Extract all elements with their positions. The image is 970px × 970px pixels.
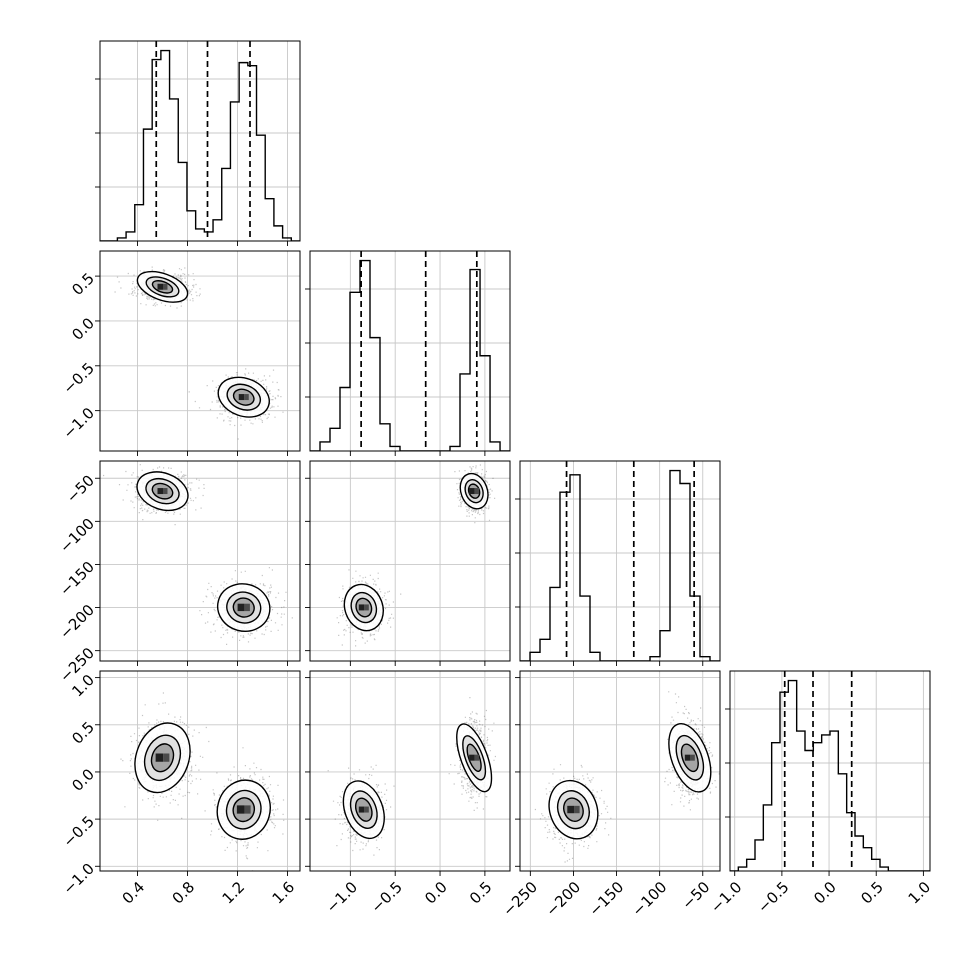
density-peak <box>163 488 168 495</box>
histogram-step-1 <box>310 259 510 451</box>
y-tick-label: −0.5 <box>60 359 98 397</box>
x-tick-label: 0.0 <box>810 878 840 908</box>
x-tick-label: 0.0 <box>421 878 451 908</box>
density-peak <box>474 488 480 495</box>
y-tick-label: 0.0 <box>68 765 98 795</box>
density-peak <box>236 805 245 814</box>
density-peak <box>574 805 580 814</box>
density-peak <box>163 753 170 762</box>
scatter-panel-3-1: −1.0 −0.5 0.0 0.5 <box>305 670 511 917</box>
y-tick-label: −1.0 <box>60 860 98 898</box>
histogram-clip-group <box>520 461 720 661</box>
density-peak <box>244 805 251 814</box>
panel-frame <box>309 670 511 872</box>
x-tick-label: 0.4 <box>119 878 149 908</box>
histogram-step-3 <box>730 679 930 871</box>
density-peak <box>358 604 365 611</box>
histogram-clip-group <box>310 251 510 451</box>
panel-frame <box>309 250 511 452</box>
density-peak <box>567 805 575 814</box>
x-tick-label: 0.5 <box>466 878 496 908</box>
density-peak <box>238 394 245 401</box>
x-tick-label: −1.0 <box>323 878 361 916</box>
density-peak <box>237 603 245 612</box>
scatter-clip-group <box>103 464 293 645</box>
x-tick-label: 1.2 <box>219 878 249 908</box>
scatter-panel-1-0: −1.0 −0.5 0.0 0.5 <box>60 250 301 456</box>
histogram-step-2 <box>520 469 720 661</box>
panel-frame <box>99 250 301 452</box>
x-tick-label: 1.0 <box>905 878 935 908</box>
histogram-panel-2 <box>515 460 721 666</box>
y-tick-label: −200 <box>56 601 98 643</box>
x-tick-label: −150 <box>585 878 627 920</box>
histogram-clip-group <box>730 671 930 871</box>
density-peak <box>157 488 163 495</box>
x-tick-label: −1.0 <box>707 878 745 916</box>
y-tick-label: 0.5 <box>68 269 98 299</box>
x-tick-label: 1.6 <box>269 878 299 908</box>
density-peak <box>364 604 369 611</box>
scatter-panel-2-1 <box>305 460 511 666</box>
scatter-clip-group <box>327 697 496 856</box>
panel-frame <box>99 460 301 662</box>
density-peak <box>474 754 480 761</box>
panel-frame <box>99 40 301 242</box>
panel-frame <box>99 670 301 872</box>
x-tick-label: 0.5 <box>857 878 887 908</box>
x-tick-label: −200 <box>542 878 584 920</box>
density-peak <box>163 283 168 290</box>
scatter-clip-group <box>120 692 285 871</box>
y-tick-label: −50 <box>63 472 98 507</box>
panel-frame <box>309 460 511 662</box>
density-peak <box>469 754 475 761</box>
density-peak <box>244 394 249 401</box>
scatter-panel-3-2: −250 −200 −150 −100 −50 <box>499 670 721 920</box>
density-peak <box>469 488 475 495</box>
scatter-panel-3-0: 0.4 0.8 1.2 1.6−1.0−0.50.00.51.0 <box>60 670 301 908</box>
density-peak <box>244 603 250 612</box>
histogram-panel-3: −1.0 −0.5 0.0 0.5 1.0 <box>707 670 935 917</box>
y-tick-label: 0.5 <box>68 718 98 748</box>
density-peak <box>684 754 691 761</box>
density-peak <box>364 806 369 813</box>
y-tick-label: −100 <box>56 515 98 557</box>
scatter-clip-group <box>534 691 720 863</box>
scatter-panel-2-0: −250−200−150−100−50 <box>56 460 301 686</box>
x-tick-label: 0.8 <box>169 878 199 908</box>
density-peak <box>155 753 164 762</box>
density-peak <box>690 754 695 761</box>
x-tick-label: −0.5 <box>367 878 405 916</box>
x-tick-label: −100 <box>629 878 671 920</box>
x-tick-label: −250 <box>499 878 541 920</box>
density-peak <box>358 806 365 813</box>
histogram-panel-1 <box>305 250 511 456</box>
y-tick-label: −1.0 <box>60 404 98 442</box>
scatter-points <box>327 697 496 856</box>
scatter-clip-group <box>336 461 496 647</box>
panel-frame <box>519 460 721 662</box>
panel-frame <box>729 670 931 872</box>
histogram-clip-group <box>100 41 300 241</box>
y-tick-label: −0.5 <box>60 812 98 850</box>
histogram-step-0 <box>100 49 300 241</box>
y-tick-label: 0.0 <box>68 314 98 344</box>
x-tick-label: −50 <box>678 878 713 913</box>
x-tick-label: −0.5 <box>754 878 792 916</box>
density-peak <box>157 283 163 290</box>
panel-frame <box>519 670 721 872</box>
scatter-clip-group <box>114 266 284 440</box>
y-tick-label: −150 <box>56 558 98 600</box>
histogram-panel-0 <box>95 40 301 246</box>
